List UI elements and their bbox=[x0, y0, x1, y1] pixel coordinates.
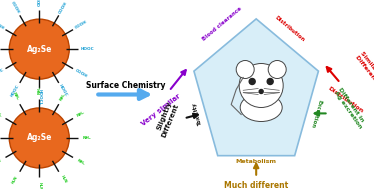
Circle shape bbox=[236, 60, 254, 78]
Circle shape bbox=[267, 78, 273, 84]
Circle shape bbox=[239, 64, 283, 108]
Text: H₂N: H₂N bbox=[0, 158, 3, 166]
Text: Different in
Ag excretion: Different in Ag excretion bbox=[332, 87, 367, 130]
Text: Metabolism: Metabolism bbox=[236, 159, 277, 164]
Text: Blood clearance: Blood clearance bbox=[202, 6, 243, 42]
Text: COOH: COOH bbox=[10, 1, 21, 15]
Text: H₂N: H₂N bbox=[11, 175, 19, 184]
Text: NH₂: NH₂ bbox=[76, 110, 86, 118]
Text: COOH: COOH bbox=[74, 20, 88, 30]
Text: COOH: COOH bbox=[58, 1, 68, 15]
Text: Distribution: Distribution bbox=[327, 86, 364, 114]
Circle shape bbox=[249, 78, 255, 84]
Text: NH₂: NH₂ bbox=[76, 158, 86, 166]
Text: Surface Chemistry: Surface Chemistry bbox=[86, 81, 165, 91]
Circle shape bbox=[9, 108, 69, 168]
Circle shape bbox=[268, 60, 286, 78]
Text: Excretion: Excretion bbox=[310, 99, 322, 128]
Text: HOOC: HOOC bbox=[58, 84, 68, 98]
Text: NH₂: NH₂ bbox=[37, 86, 41, 94]
Text: Similar location
Different amount: Similar location Different amount bbox=[355, 51, 374, 105]
Text: NH₂: NH₂ bbox=[0, 110, 3, 118]
Circle shape bbox=[9, 19, 69, 79]
Text: COOH: COOH bbox=[74, 68, 88, 78]
Text: Very similar: Very similar bbox=[140, 93, 181, 127]
Text: Slightly
Different: Slightly Different bbox=[154, 100, 180, 139]
Text: HOOCL: HOOCL bbox=[37, 89, 41, 105]
Ellipse shape bbox=[240, 94, 282, 122]
Text: Much different: Much different bbox=[224, 181, 288, 189]
Text: NH₂: NH₂ bbox=[11, 92, 19, 101]
Text: HOOC: HOOC bbox=[0, 68, 4, 78]
Text: NH₂: NH₂ bbox=[59, 92, 67, 101]
Text: OOH: OOH bbox=[37, 0, 41, 6]
Text: Distribution: Distribution bbox=[273, 15, 305, 43]
Text: H₂N: H₂N bbox=[59, 175, 67, 184]
Polygon shape bbox=[194, 19, 318, 156]
Text: Toxicity: Toxicity bbox=[191, 101, 203, 125]
Text: NH₂: NH₂ bbox=[83, 136, 92, 140]
Circle shape bbox=[259, 90, 263, 94]
Text: Ag₂Se: Ag₂Se bbox=[27, 133, 52, 143]
Text: HOOC: HOOC bbox=[80, 47, 94, 51]
Text: HOOC: HOOC bbox=[10, 84, 21, 98]
Text: H₂N: H₂N bbox=[37, 182, 41, 189]
Text: Ag₂Se: Ag₂Se bbox=[27, 45, 52, 54]
Text: COOH: COOH bbox=[0, 20, 4, 30]
